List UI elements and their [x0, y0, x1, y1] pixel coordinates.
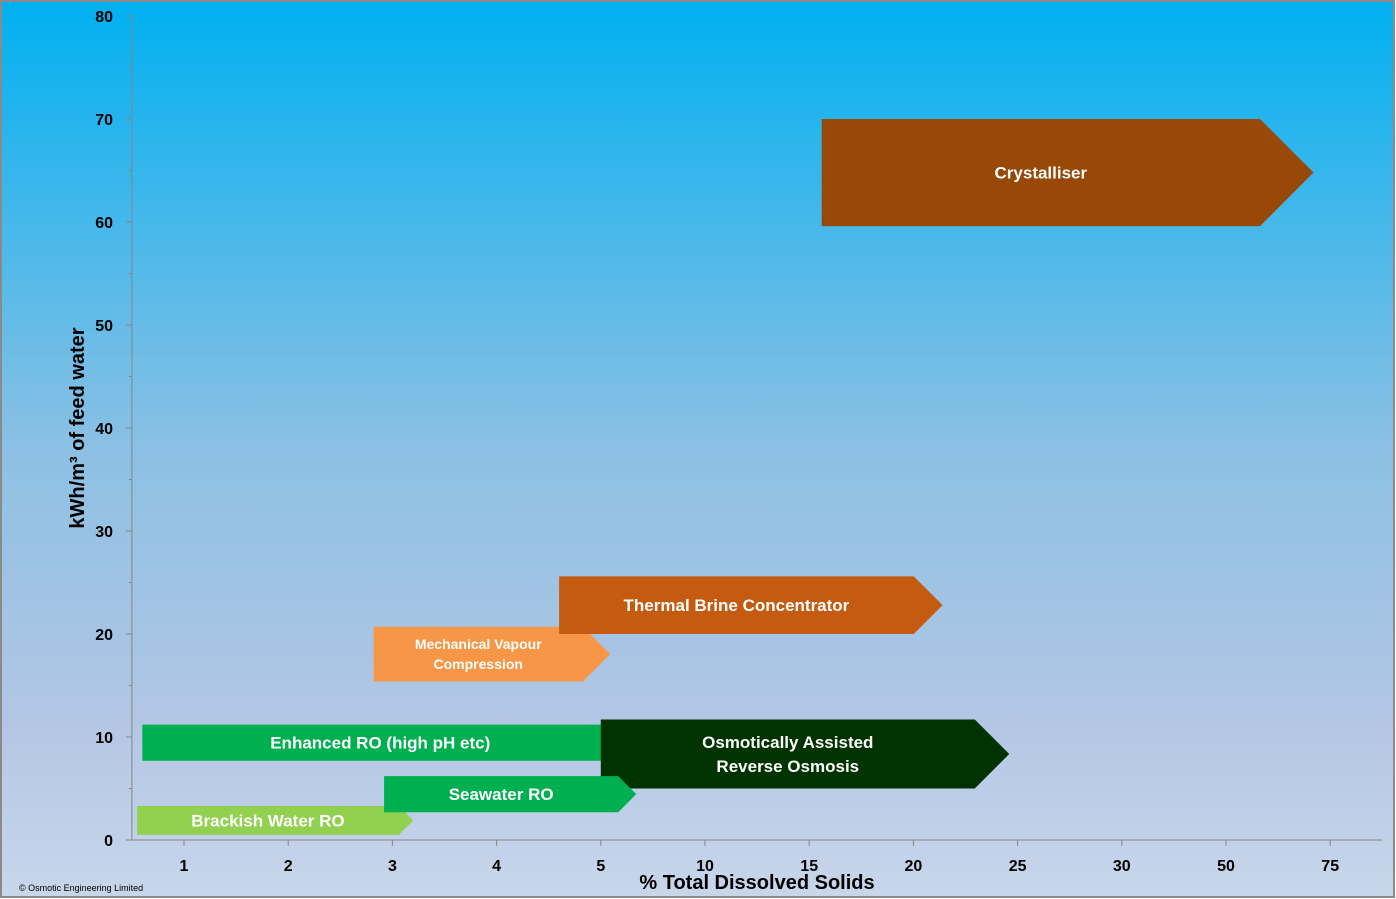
arrow-label: Thermal Brine Concentrator: [624, 596, 850, 615]
x-tick-label: 25: [1009, 858, 1027, 875]
arrow-shape: [137, 806, 414, 835]
arrow-shape: [373, 626, 611, 682]
arrow-label: Reverse Osmosis: [716, 757, 859, 776]
arrow-seawater-ro: Seawater RO: [384, 776, 637, 813]
arrow-crystalliser: Crystalliser: [821, 119, 1314, 227]
arrow-thermal-brine-concentrator: Thermal Brine Concentrator: [559, 576, 943, 634]
arrow-shape: [384, 776, 637, 813]
y-tick-label: 20: [95, 627, 113, 644]
x-tick-label: 5: [596, 858, 605, 875]
arrow-shape: [821, 119, 1314, 227]
x-tick-label: 10: [696, 858, 714, 875]
x-tick-label: 75: [1321, 858, 1339, 875]
y-tick-label: 80: [95, 9, 113, 26]
x-tick-label: 4: [492, 858, 501, 875]
copyright-text: © Osmotic Engineering Limited: [19, 883, 143, 893]
arrow-brackish-water-ro: Brackish Water RO: [137, 806, 414, 835]
x-tick-label: 2: [284, 858, 293, 875]
y-tick-label: 40: [95, 421, 113, 438]
arrow-shape: [559, 576, 943, 634]
arrow-label: Seawater RO: [449, 785, 554, 804]
arrow-mechanical-vapour-compression: Mechanical Vapour Compression: [373, 626, 611, 682]
x-tick-label: 1: [180, 858, 189, 875]
x-tick-label: 15: [800, 858, 818, 875]
x-tick-label: 30: [1113, 858, 1131, 875]
arrow-label: Enhanced RO (high pH etc): [270, 734, 490, 753]
arrow-shape: [600, 719, 1010, 789]
x-tick-label: 20: [905, 858, 923, 875]
x-tick-label: 50: [1217, 858, 1235, 875]
arrow-label: Osmotically Assisted: [702, 733, 873, 752]
arrow-label: Mechanical Vapour: [415, 636, 542, 652]
arrow-enhanced-ro-high-ph-etc: Enhanced RO (high pH etc): [142, 724, 637, 761]
arrows: Brackish Water RO Enhanced RO (high pH et…: [137, 119, 1314, 835]
arrow-shape: [142, 724, 637, 761]
y-tick-label: 50: [95, 318, 113, 335]
y-axis-title: kWh/m³ of feed water: [67, 327, 89, 528]
y-tick-label: 0: [104, 833, 113, 850]
arrow-osmotically-assisted-reverse-osmosis: Osmotically Assisted Reverse Osmosis: [600, 719, 1010, 789]
y-tick-label: 70: [95, 112, 113, 129]
y-tick-label: 60: [95, 215, 113, 232]
x-axis-title: % Total Dissolved Solids: [639, 872, 874, 894]
x-tick-label: 3: [388, 858, 397, 875]
y-tick-label: 10: [95, 730, 113, 747]
arrow-label: Brackish Water RO: [191, 811, 344, 830]
arrow-label: Crystalliser: [995, 164, 1088, 183]
y-tick-label: 30: [95, 524, 113, 541]
axes: 0 10 20 30 40 50 60 70 80 1 2 3 4 5 10 15 20 25 30 50 75: [95, 9, 1383, 875]
arrow-label: Compression: [434, 656, 523, 672]
